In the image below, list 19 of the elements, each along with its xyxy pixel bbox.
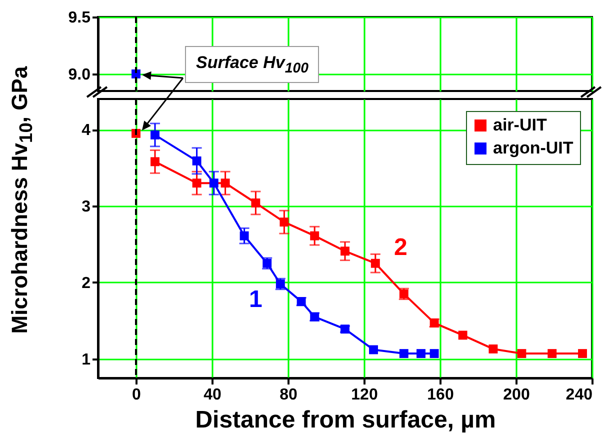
x-tick-label: 160 [427, 386, 454, 404]
x-tick-label: 80 [280, 386, 298, 404]
annotation: Surface Hv$_{100}$ [185, 46, 320, 84]
y-tick-label: 9.0 [68, 66, 91, 84]
annotation: 1 [249, 286, 262, 313]
legend-label: argon-UIT [493, 138, 574, 158]
y-tick-label: 3 [82, 198, 91, 216]
x-axis-title: Distance from surface, µm [195, 406, 496, 434]
x-tick-label: 0 [132, 386, 142, 404]
x-tick-label: 120 [351, 386, 378, 404]
y-tick-label: 1 [82, 351, 91, 368]
x-tick-label: 40 [204, 386, 222, 404]
annotation: 2 [394, 234, 408, 261]
x-tick-label: 240 [566, 386, 593, 404]
y-tick-label: 9.5 [68, 10, 91, 26]
y-tick-label: 2 [82, 274, 91, 292]
legend-label: air-UIT [493, 116, 548, 134]
x-tick-label: 200 [503, 386, 530, 404]
y-tick-label: 4 [82, 122, 91, 140]
